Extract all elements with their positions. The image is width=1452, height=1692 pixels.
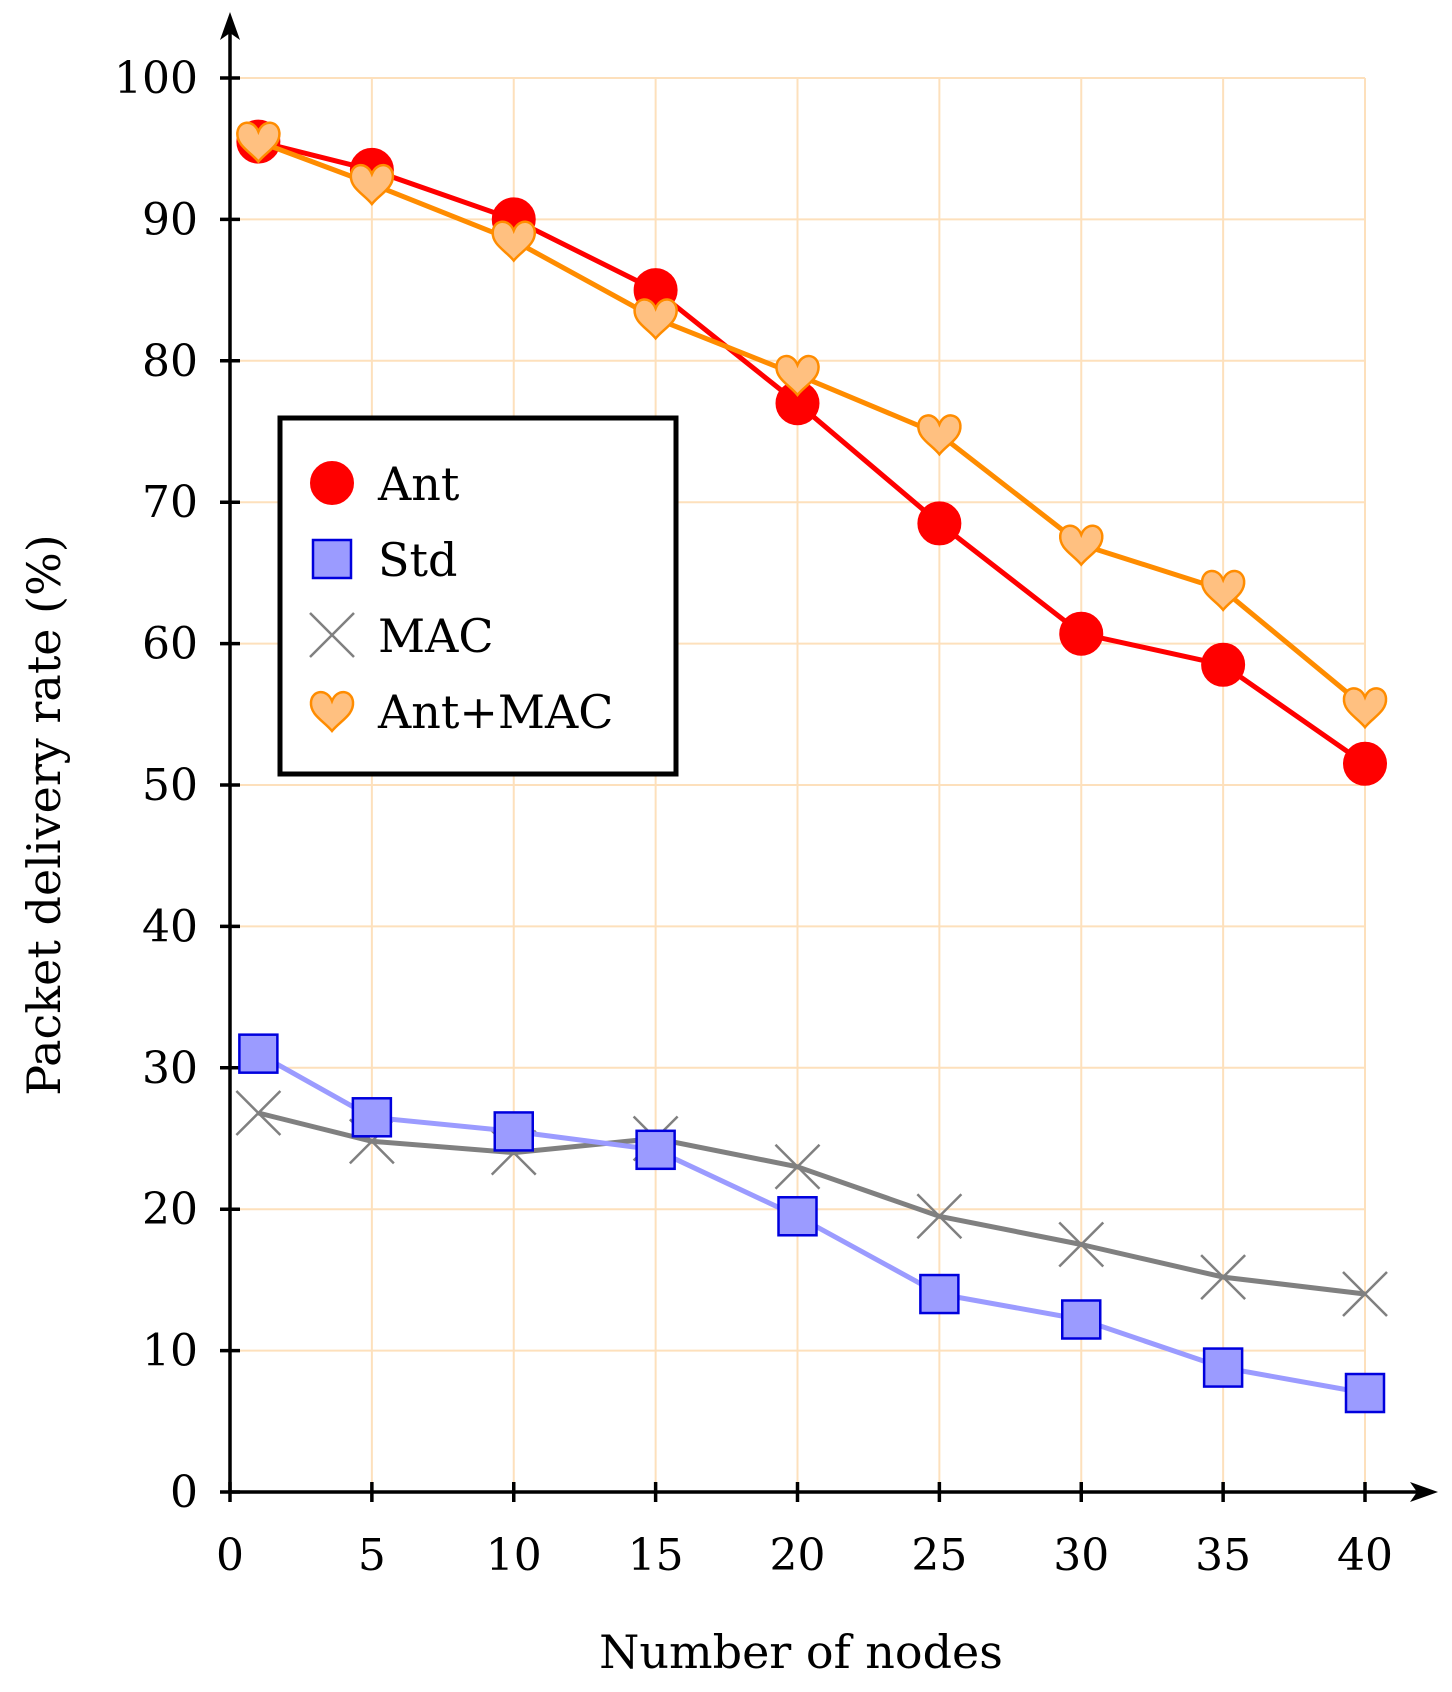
data-point-ant-mac — [633, 298, 678, 341]
legend-label-std: Std — [378, 533, 457, 587]
data-point-mac — [1200, 1254, 1247, 1300]
data-point-ant-mac — [1342, 687, 1388, 730]
data-point-std — [777, 1196, 818, 1237]
y-tick-label: 90 — [142, 194, 198, 245]
legend-label-ant: Ant — [377, 457, 460, 511]
x-tick-label: 15 — [628, 1530, 684, 1581]
x-tick-label: 20 — [770, 1530, 826, 1581]
data-point-ant-mac — [1058, 524, 1104, 567]
legend-label-ant-mac: Ant+MAC — [377, 685, 613, 739]
legend-marker-ant-mac — [309, 690, 355, 733]
x-tick-label: 35 — [1195, 1530, 1251, 1581]
y-tick-label: 50 — [142, 760, 198, 811]
data-point-std — [493, 1111, 534, 1152]
y-tick-label: 100 — [114, 53, 198, 104]
data-point-ant — [1343, 741, 1387, 786]
tick-labels: 0 10 20 30 40 50 60 70 80 90 100 0 5 10 15 20 25 30 35 40 — [114, 53, 1393, 1581]
data-point-ant — [1201, 642, 1246, 687]
x-axis-arrow — [1410, 1482, 1438, 1502]
x-tick-label: 5 — [358, 1530, 386, 1581]
series-ant-mac — [236, 121, 1388, 730]
series-group — [235, 119, 1388, 1414]
y-tick-label: 60 — [142, 619, 198, 670]
legend-label-mac: MAC — [378, 609, 494, 663]
axes — [220, 12, 1438, 1502]
y-tick-label: 0 — [170, 1467, 198, 1518]
series-std — [238, 1033, 1386, 1414]
data-point-mac — [774, 1143, 821, 1190]
y-tick-label: 30 — [142, 1043, 198, 1094]
y-axis-arrow — [220, 12, 240, 40]
grid — [230, 77, 1366, 1492]
data-point-ant-mac — [1200, 569, 1246, 612]
y-tick-label: 40 — [142, 901, 198, 952]
data-point-std — [351, 1097, 393, 1138]
data-point-ant-mac — [236, 121, 281, 164]
legend-marker-std — [311, 538, 353, 580]
data-point-mac — [1058, 1221, 1105, 1268]
data-point-std — [1344, 1372, 1386, 1414]
data-point-ant-mac — [775, 354, 820, 397]
y-tick-label: 70 — [142, 477, 198, 528]
data-point-ant-mac — [491, 220, 537, 263]
data-point-ant — [917, 501, 962, 546]
data-point-ant-mac — [349, 163, 395, 207]
y-tick-label: 80 — [142, 336, 198, 387]
data-point-mac — [916, 1193, 963, 1240]
data-point-std — [635, 1129, 676, 1171]
legend-marker-ant — [310, 461, 354, 505]
x-tick-label: 40 — [1337, 1530, 1393, 1581]
x-tick-label: 0 — [216, 1530, 244, 1581]
data-point-ant — [1059, 611, 1104, 656]
x-tick-label: 30 — [1053, 1530, 1109, 1581]
data-point-ant-mac — [917, 414, 962, 457]
x-tick-label: 25 — [911, 1530, 967, 1581]
y-axis-title: Packet delivery rate (%) — [17, 534, 71, 1096]
data-point-std — [919, 1273, 960, 1315]
data-point-std — [238, 1033, 279, 1074]
y-tick-label: 10 — [142, 1326, 198, 1377]
legend-marker-mac — [309, 612, 355, 658]
x-tick-label: 10 — [486, 1530, 542, 1581]
data-point-mac — [235, 1090, 282, 1136]
x-axis-title: Number of nodes — [599, 1625, 1003, 1679]
data-point-std — [1202, 1347, 1244, 1388]
data-point-mac — [1342, 1271, 1388, 1317]
legend: Ant Std MAC Ant+MAC — [277, 415, 679, 777]
data-point-std — [1061, 1299, 1102, 1340]
y-tick-label: 20 — [142, 1184, 198, 1235]
